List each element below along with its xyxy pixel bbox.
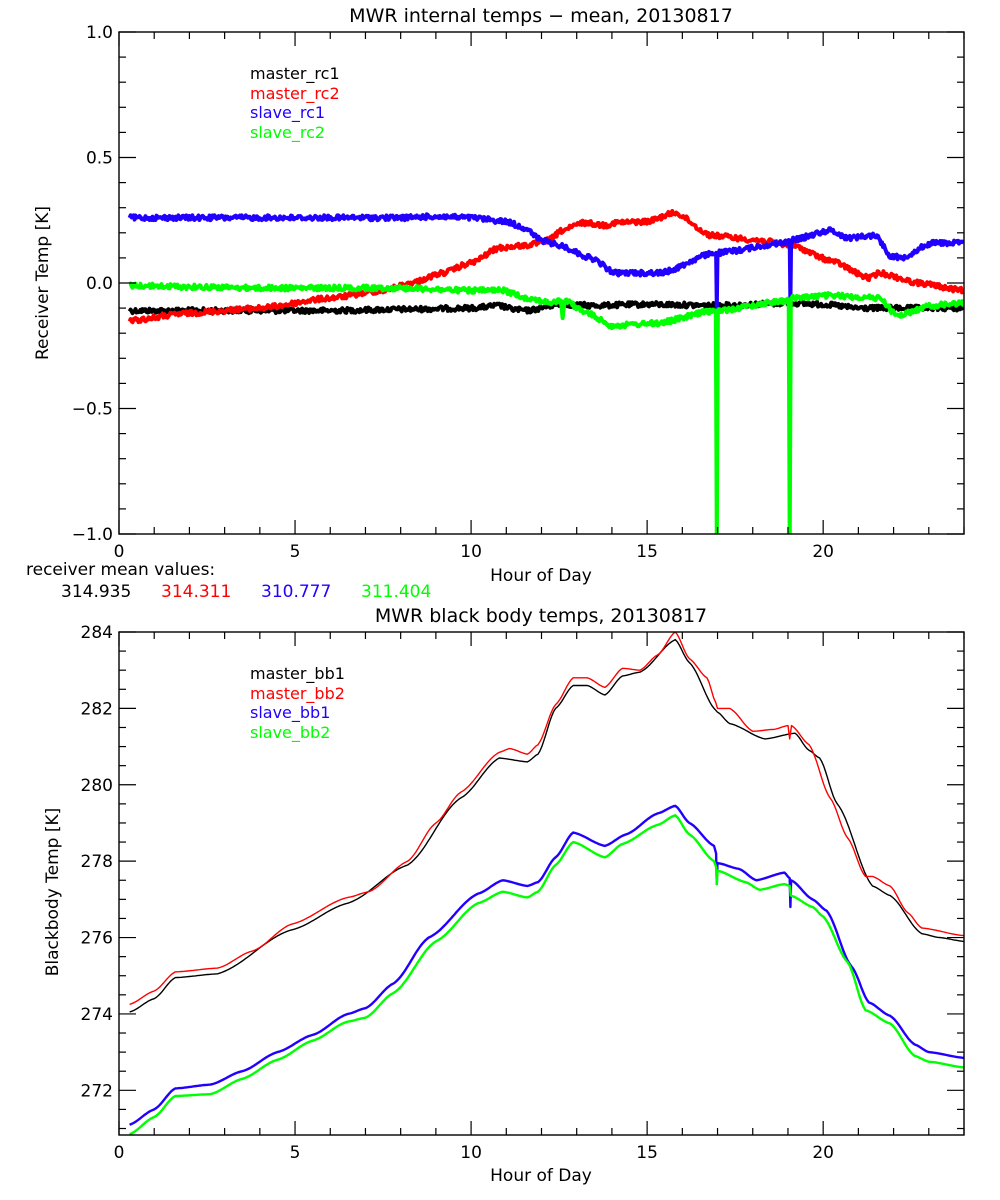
y-tick-label: 280 xyxy=(81,776,113,796)
legend: master_bb1 master_bb2 slave_bb1 slave_bb… xyxy=(250,664,345,743)
x-axis-label: Hour of Day xyxy=(490,1166,592,1186)
series-line-slave-rc2 xyxy=(128,281,964,534)
y-tick-label: 0.5 xyxy=(86,149,113,169)
axes-layer: 0 5 10 15 20 272 274 276 278 280 282 284 xyxy=(81,623,965,1163)
y-tick-label: −1.0 xyxy=(72,525,113,545)
y-axis-label: Blackbody Temp [K] xyxy=(43,808,63,977)
blackbody-temps-panel: MWR black body temps, 20130817 0 5 10 15 20 2… xyxy=(43,605,965,1186)
x-tick-label: 5 xyxy=(290,1143,301,1163)
legend: master_rc1 master_rc2 slave_rc1 slave_rc… xyxy=(250,64,340,143)
y-tick-label: 278 xyxy=(81,852,113,872)
x-tick-label: 0 xyxy=(114,1143,125,1163)
axes-layer: 0 5 10 15 20 −1.0 −0.5 0.0 0.5 1.0 xyxy=(72,23,965,562)
y-tick-label: 1.0 xyxy=(86,23,113,43)
x-tick-label: 15 xyxy=(636,1143,658,1163)
receiver-temps-panel: MWR internal temps − mean, 20130817 0 5 10… xyxy=(33,5,965,586)
chart-title: MWR black body temps, 20130817 xyxy=(375,605,707,627)
y-tick-label: 276 xyxy=(81,929,113,949)
receiver-mean-label: receiver mean values: xyxy=(26,560,215,580)
x-tick-label: 20 xyxy=(812,542,834,562)
x-tick-label: 10 xyxy=(460,1143,482,1163)
receiver-mean-summary: receiver mean values: 314.935 314.311 31… xyxy=(26,560,431,602)
series-line-master-bb2 xyxy=(129,632,964,1006)
receiver-mean-master-rc1: 314.935 xyxy=(61,582,131,602)
receiver-mean-slave-rc2: 311.404 xyxy=(361,582,431,602)
y-tick-label: 284 xyxy=(81,623,113,643)
x-tick-label: 20 xyxy=(812,1143,834,1163)
receiver-mean-slave-rc1: 310.777 xyxy=(261,582,331,602)
series-line-slave-bb2 xyxy=(129,814,964,1135)
receiver-mean-master-rc2: 314.311 xyxy=(161,582,231,602)
y-tick-label: 272 xyxy=(81,1081,113,1101)
legend-entry-master-bb2: master_bb2 xyxy=(250,684,345,704)
y-tick-label: 274 xyxy=(81,1005,113,1025)
legend-entry-master-rc1: master_rc1 xyxy=(250,64,340,84)
y-axis-label: Receiver Temp [K] xyxy=(33,206,53,360)
y-tick-label: 0.0 xyxy=(86,274,113,294)
legend-entry-slave-rc1: slave_rc1 xyxy=(250,103,325,123)
legend-entry-master-rc2: master_rc2 xyxy=(250,84,340,104)
x-tick-label: 15 xyxy=(636,542,658,562)
series-layer xyxy=(127,209,964,534)
x-tick-label: 10 xyxy=(460,542,482,562)
legend-entry-slave-bb1: slave_bb1 xyxy=(250,703,330,723)
series-layer xyxy=(129,632,964,1135)
x-axis-label: Hour of Day xyxy=(490,566,592,586)
legend-entry-slave-bb2: slave_bb2 xyxy=(250,723,330,743)
series-line-slave-rc1 xyxy=(127,212,964,311)
x-tick-label: 5 xyxy=(290,542,301,562)
legend-entry-master-bb1: master_bb1 xyxy=(250,664,345,684)
x-tick-label: 0 xyxy=(114,542,125,562)
series-line-master-rc1 xyxy=(127,299,964,316)
series-line-slave-bb1 xyxy=(129,804,964,1126)
y-tick-label: 282 xyxy=(81,699,113,719)
legend-entry-slave-rc2: slave_rc2 xyxy=(250,123,325,143)
chart-title: MWR internal temps − mean, 20130817 xyxy=(349,5,733,27)
y-tick-label: −0.5 xyxy=(72,400,113,420)
